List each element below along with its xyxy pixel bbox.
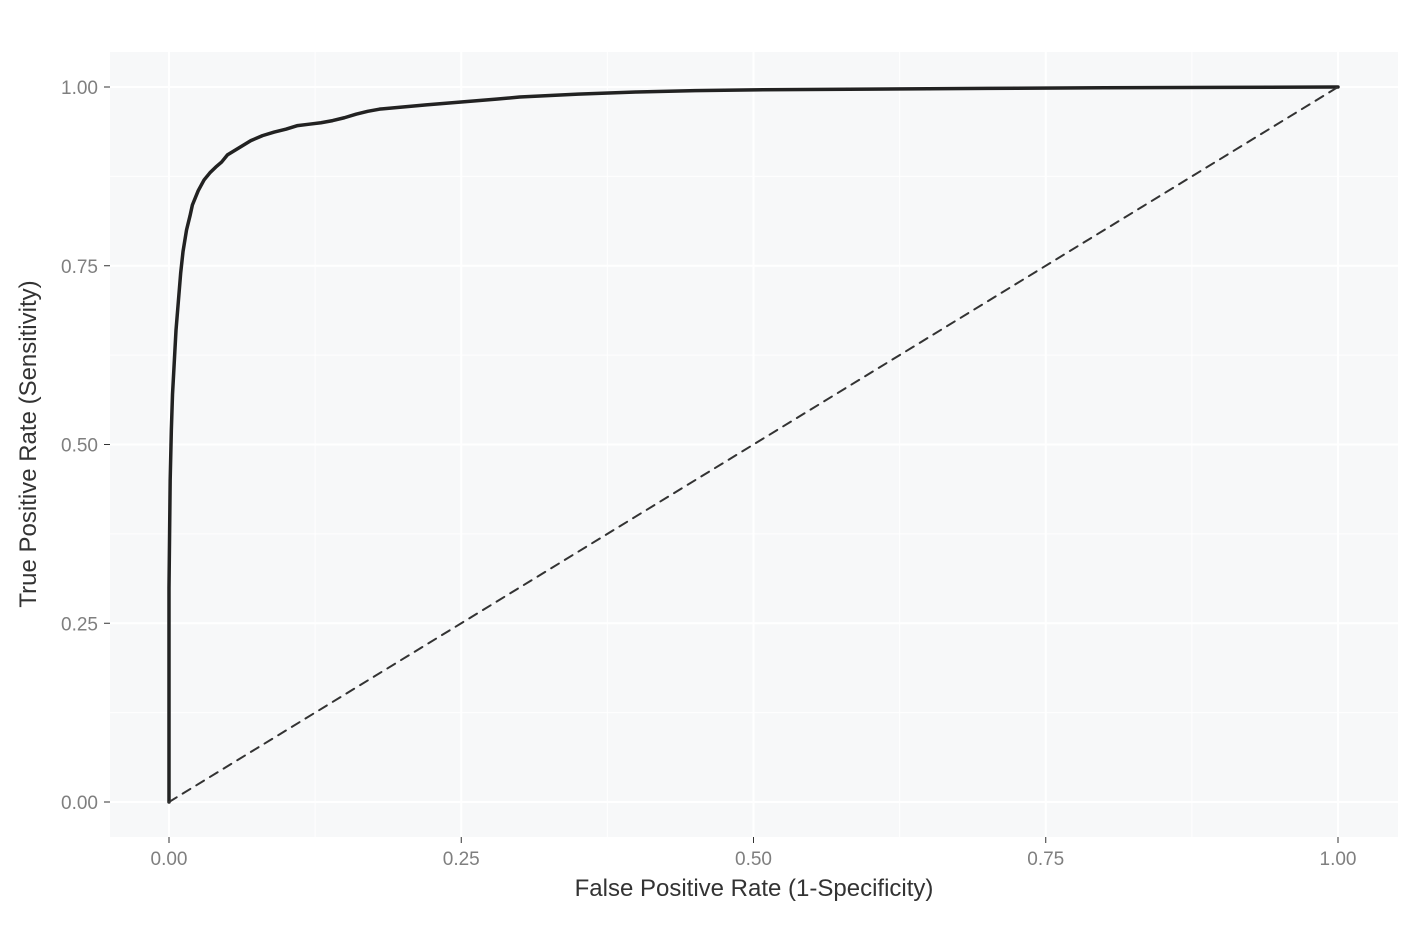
y-tick-label: 0.25 xyxy=(61,614,98,635)
x-tick-label: 0.50 xyxy=(735,849,772,870)
tick-labels: 0.00 0.25 0.50 0.75 1.00 0.00 0.25 0.50 0.75 1.00 xyxy=(61,78,1356,870)
x-tick-label: 0.75 xyxy=(1027,849,1064,870)
y-axis-title: True Positive Rate (Sensitivity) xyxy=(15,280,42,607)
roc-curve-line xyxy=(167,85,1340,804)
y-tick-label: 1.00 xyxy=(61,78,98,99)
series-lines xyxy=(167,85,1340,804)
x-tick-label: 1.00 xyxy=(1320,849,1357,870)
x-tick-label: 0.25 xyxy=(443,849,480,870)
y-tick-label: 0.00 xyxy=(61,793,98,814)
reference-diagonal-line xyxy=(168,86,1339,803)
x-axis-title: False Positive Rate (1-Specificity) xyxy=(575,875,934,902)
x-tick-label: 0.00 xyxy=(151,849,188,870)
y-tick-label: 0.50 xyxy=(61,436,98,457)
grid-lines xyxy=(110,52,1398,837)
y-tick-label: 0.75 xyxy=(61,257,98,278)
